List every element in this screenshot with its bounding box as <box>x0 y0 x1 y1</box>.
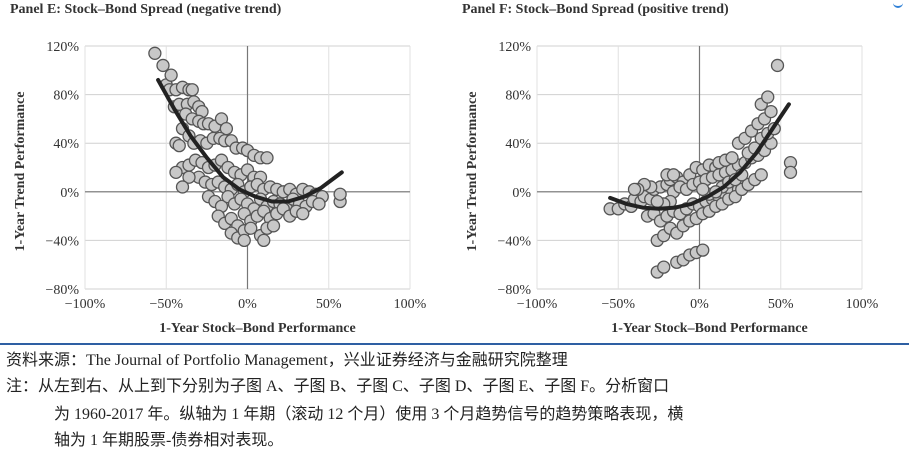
data-point <box>169 165 183 180</box>
x-tick-label: 50% <box>316 297 342 312</box>
data-point <box>657 260 671 274</box>
y-axis-label: 1-Year Trend Performance <box>465 92 480 252</box>
y-tick-label: −40% <box>497 234 531 249</box>
y-tick-label: 80% <box>505 89 531 104</box>
y-tick-label: 120% <box>498 40 531 55</box>
data-point <box>696 243 710 257</box>
x-tick-label: −100% <box>65 297 106 312</box>
data-point <box>296 207 310 221</box>
data-point <box>244 221 258 235</box>
data-point <box>266 219 281 233</box>
data-point <box>650 194 664 209</box>
chart-panel-e: 120% 80% 40% 0% −40% −80%−100% −50% 0% 50% 100% 1-… <box>13 40 427 336</box>
y-tick-label: 0% <box>60 186 79 201</box>
x-axis-label: 1-Year Stock–Bond Performance <box>611 321 808 336</box>
y-axis-label: 1-Year Trend Performance <box>13 92 28 252</box>
y-tick-label: −80% <box>497 283 531 298</box>
x-tick-label: 50% <box>768 297 794 312</box>
y-tick-label: 120% <box>46 40 79 55</box>
note-line-3: 轴为 1 年期股票-债券相对表现。 <box>54 432 284 449</box>
note-line-2: 为 1960-2017 年。纵轴为 1 年期（滚动 12 个月）使用 3 个月趋… <box>54 406 684 423</box>
data-point <box>783 165 798 180</box>
data-point <box>666 168 681 182</box>
data-point <box>754 168 768 182</box>
panel-e-title: Panel E: Stock–Bond Spread (negative tre… <box>10 2 282 17</box>
data-point <box>333 187 347 201</box>
note-line-1: 注：从左到右、从上到下分别为子图 A、子图 B、子图 C、子图 D、子图 E、子… <box>6 378 670 395</box>
data-point <box>185 83 199 97</box>
data-point <box>761 90 775 104</box>
panel-f-title: Panel F: Stock–Bond Spread (positive tre… <box>462 2 729 17</box>
y-tick-label: −40% <box>45 234 79 249</box>
x-tick-label: −100% <box>517 297 558 312</box>
data-point <box>148 46 162 60</box>
y-tick-label: 0% <box>512 186 531 201</box>
data-point <box>696 182 710 197</box>
data-point <box>172 138 186 153</box>
chart-panel-f: 120% 80% 40% 0% −40% −80%−100% −50% 0% 50% 100% 1-… <box>465 40 879 336</box>
data-point <box>156 58 170 73</box>
data-point <box>175 180 190 194</box>
x-tick-label: 100% <box>394 297 427 312</box>
data-point <box>164 68 178 82</box>
trend-fit-curve <box>156 78 344 204</box>
y-tick-label: 40% <box>53 137 79 152</box>
caption-separator <box>0 343 909 345</box>
data-point <box>237 233 251 248</box>
data-point <box>260 151 274 165</box>
source-note: 资料来源：The Journal of Portfolio Management… <box>6 352 568 369</box>
y-tick-label: 80% <box>53 89 79 104</box>
trend-fit-curve <box>608 102 791 211</box>
x-tick-label: 0% <box>238 297 257 312</box>
data-point <box>725 151 739 165</box>
data-point <box>257 233 271 248</box>
x-tick-label: −50% <box>601 297 635 312</box>
x-tick-label: 0% <box>690 297 709 312</box>
corner-decoration <box>893 0 903 8</box>
data-point <box>627 182 642 197</box>
x-tick-label: −50% <box>149 297 183 312</box>
x-tick-label: 100% <box>846 297 879 312</box>
data-point <box>312 197 326 211</box>
y-tick-label: 40% <box>505 137 531 152</box>
data-point <box>764 104 778 119</box>
data-point <box>182 170 196 184</box>
x-axis-label: 1-Year Stock–Bond Performance <box>159 321 356 336</box>
y-tick-label: −80% <box>45 283 79 298</box>
data-point <box>770 58 785 73</box>
